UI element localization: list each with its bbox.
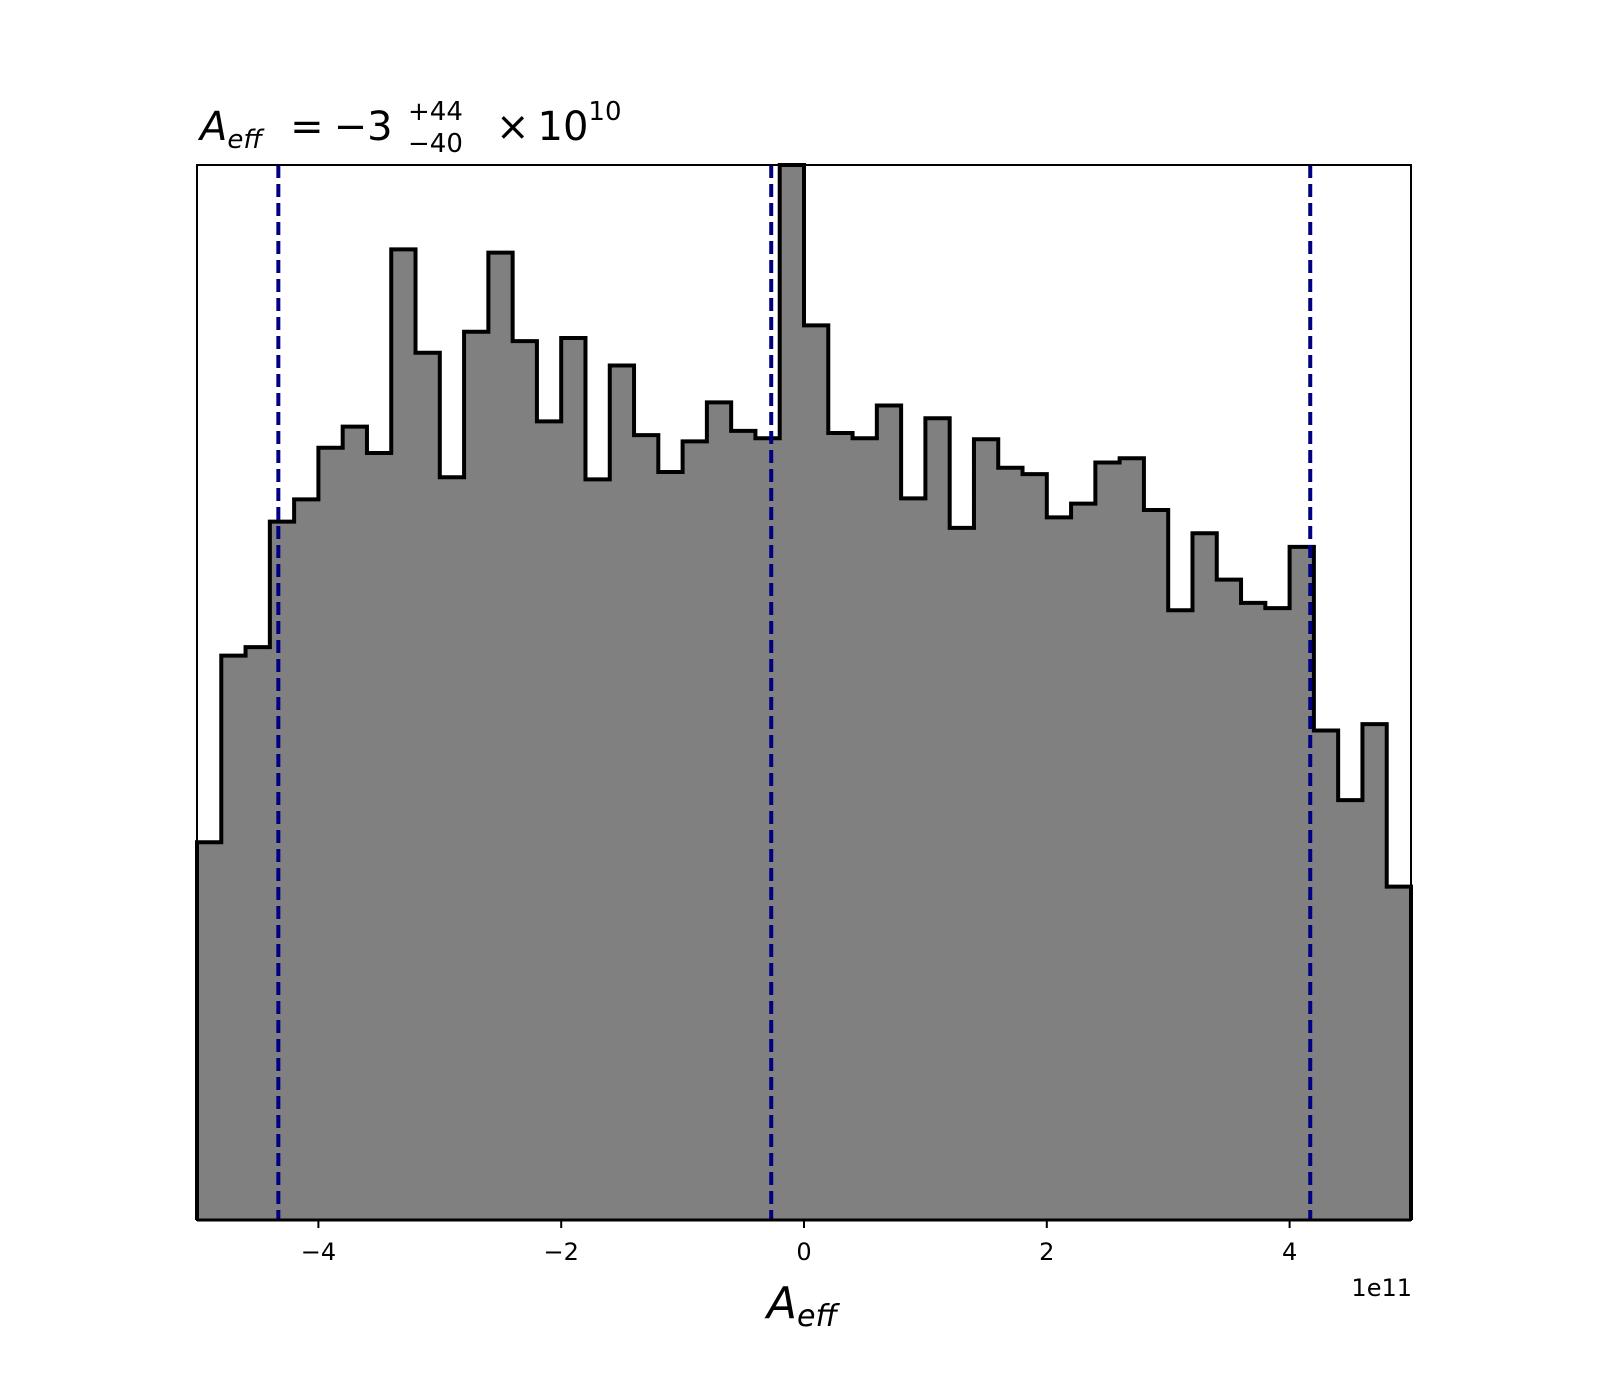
svg-text:Aeff=−3: Aeff = −3 bbox=[197, 104, 393, 155]
x-tick-label: −4 bbox=[301, 1238, 336, 1266]
x-tick-label: −2 bbox=[544, 1238, 579, 1266]
title-symbol-subscript: eff bbox=[227, 125, 265, 155]
title-symbol: A bbox=[197, 104, 227, 150]
x-axis-label: Aeff bbox=[764, 1278, 841, 1334]
x-tick-label: 2 bbox=[1039, 1238, 1054, 1266]
x-axis-label-symbol: A bbox=[764, 1278, 797, 1329]
title-exponent: 10 bbox=[588, 97, 621, 127]
x-axis-offset-label: 1e11 bbox=[1351, 1274, 1412, 1302]
x-tick-label: 0 bbox=[796, 1238, 811, 1266]
x-axis-ticks: −4 −2 0 2 4 bbox=[301, 1220, 1297, 1266]
title-equals: = bbox=[290, 104, 324, 150]
title-median: −3 bbox=[334, 104, 393, 150]
svg-text:×1010: × 1010 bbox=[496, 97, 622, 150]
histogram-outline bbox=[195, 163, 1413, 1220]
chart-title: Aeff = −3 +44 −40 × 1010 bbox=[197, 97, 622, 159]
plot-area bbox=[195, 163, 1413, 1222]
title-lower-error: −40 bbox=[408, 129, 463, 159]
title-times: × bbox=[496, 104, 530, 150]
title-upper-error: +44 bbox=[408, 97, 463, 127]
x-axis-label-subscript: eff bbox=[797, 1299, 840, 1334]
histogram-fill bbox=[197, 165, 1411, 1220]
quantile-lines bbox=[276, 165, 1313, 1220]
x-tick-label: 4 bbox=[1282, 1238, 1297, 1266]
title-base: 10 bbox=[538, 104, 589, 150]
